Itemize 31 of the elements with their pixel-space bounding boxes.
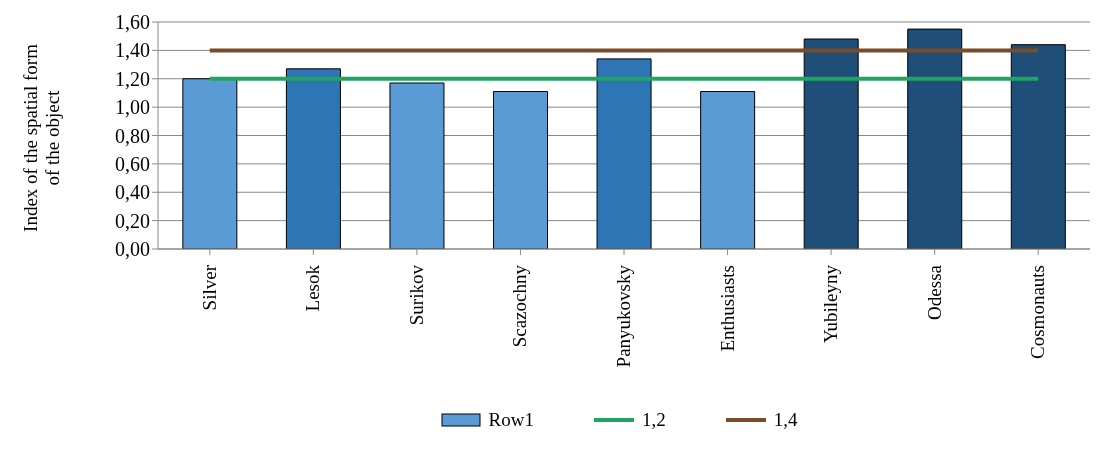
x-tick-label: Silver [198, 264, 220, 311]
bar [493, 91, 549, 249]
y-tick-label: 0,20 [115, 209, 150, 232]
y-tick-label: 0,60 [115, 152, 150, 175]
bar [596, 58, 652, 249]
y-tick-label: 0,80 [115, 124, 150, 147]
bar [1010, 44, 1066, 249]
bar [182, 78, 238, 249]
legend-label: 1,2 [641, 409, 666, 431]
y-tick-label: 1,40 [115, 39, 150, 62]
y-tick-label: 0,40 [115, 181, 150, 204]
bar [285, 68, 341, 249]
y-tick-label: 1,00 [115, 96, 150, 119]
bar [700, 91, 756, 249]
y-tick-label: 0,00 [115, 238, 150, 261]
x-tick-label: Surikov [405, 264, 427, 326]
legend-label: Row1 [488, 409, 534, 431]
x-tick-label: Yubileyny [820, 264, 842, 344]
x-tick-label: Cosmonauts [1027, 265, 1049, 359]
x-tick-label: Lesok [302, 264, 324, 312]
legend-label: 1,4 [773, 409, 798, 431]
x-tick-label: Odessa [923, 264, 945, 320]
x-tick-label: Panyukovsky [613, 264, 634, 368]
y-tick-label: 1,60 [115, 11, 150, 34]
y-tick-label: 1,20 [115, 67, 150, 90]
x-tick-label: Enthusiasts [716, 265, 738, 352]
bar [389, 82, 445, 249]
y-axis-title: Index of the spatial form of the object [20, 43, 64, 234]
x-tick-label: Scazochny [509, 264, 531, 348]
bar [907, 28, 963, 249]
bar [803, 38, 859, 249]
